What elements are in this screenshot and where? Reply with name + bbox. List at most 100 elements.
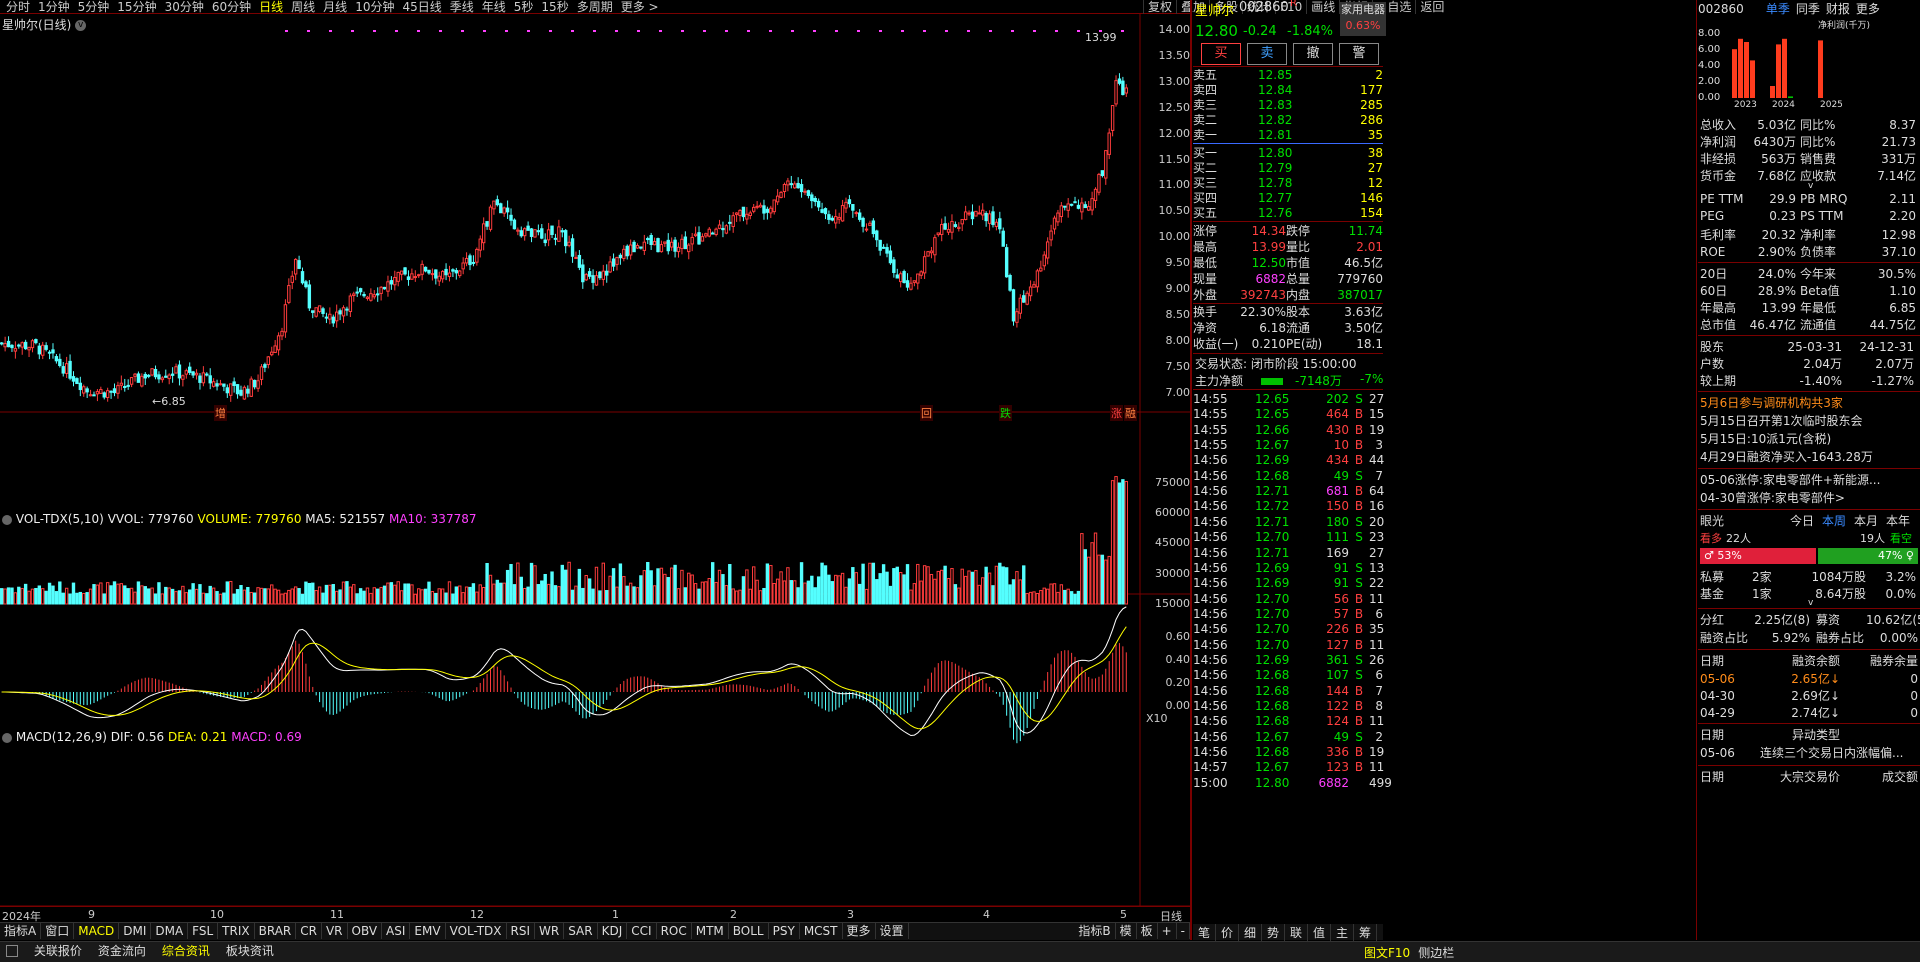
period-tab-10[interactable]: 45日线 bbox=[402, 0, 442, 14]
indicator-tab-18[interactable]: CCI bbox=[627, 923, 657, 939]
indicator-tab-12[interactable]: EMV bbox=[410, 923, 446, 939]
toolbar-button-0[interactable]: 复权 bbox=[1143, 0, 1176, 14]
bottom-tab-2[interactable]: 综合资讯 bbox=[161, 944, 210, 958]
period-tab-6[interactable]: 日线 bbox=[259, 0, 284, 14]
tick-tab-6[interactable]: 主 bbox=[1331, 924, 1354, 941]
trade-button-0[interactable]: 买 bbox=[1201, 43, 1241, 65]
indicator-tab-22[interactable]: PSY bbox=[769, 923, 800, 939]
bottom-right-0[interactable]: 图文F10 bbox=[1364, 946, 1411, 960]
chevron-down-icon[interactable]: v bbox=[1808, 181, 1814, 191]
event-marker[interactable]: 增 bbox=[214, 405, 227, 421]
limit-news-item[interactable]: 05-06涨停:家电零部件+新能源... bbox=[1700, 473, 1881, 487]
period-tab-16[interactable]: 更多 > bbox=[620, 0, 659, 14]
date-axis-mode[interactable]: 日线 bbox=[1160, 910, 1182, 923]
indicator-tab-25[interactable]: 设置 bbox=[876, 923, 909, 939]
indicator-tab-15[interactable]: WR bbox=[535, 923, 565, 939]
indicator-right-4[interactable]: - bbox=[1177, 923, 1190, 939]
tick-tab-0[interactable]: 笔 bbox=[1193, 924, 1216, 941]
tick-tab-7[interactable]: 筹 bbox=[1354, 924, 1377, 941]
chevron-down-icon[interactable]: v bbox=[75, 20, 87, 31]
indicator-tab-1[interactable]: 窗口 bbox=[41, 923, 75, 939]
toolbar-button-5[interactable]: 画线 bbox=[1306, 0, 1339, 14]
indicator-tab-7[interactable]: BRAR bbox=[255, 923, 297, 939]
fin-tab-2[interactable]: 财报 bbox=[1825, 2, 1850, 16]
indicator-tab-4[interactable]: DMA bbox=[151, 923, 189, 939]
indicator-tab-13[interactable]: VOL-TDX bbox=[446, 923, 507, 939]
fin-tab-3[interactable]: 更多 bbox=[1855, 2, 1880, 16]
event-marker[interactable]: 跌 bbox=[999, 405, 1012, 421]
chevron-down-icon[interactable]: v bbox=[1808, 598, 1814, 608]
tick-tab-3[interactable]: 势 bbox=[1262, 924, 1285, 941]
period-tab-4[interactable]: 30分钟 bbox=[164, 0, 204, 14]
bottom-tab-3[interactable]: 板块资讯 bbox=[225, 944, 274, 958]
news-item[interactable]: 4月29日融资净买入-1643.28万 bbox=[1700, 450, 1873, 464]
indicator-right-2[interactable]: 板 bbox=[1137, 923, 1158, 939]
news-item[interactable]: 5月6日参与调研机构共3家 bbox=[1700, 396, 1843, 410]
period-tab-7[interactable]: 周线 bbox=[291, 0, 316, 14]
toolbar-button-4[interactable]: F10 bbox=[1275, 0, 1306, 14]
toolbar-button-3[interactable]: 统计 bbox=[1242, 0, 1275, 14]
limit-news-item[interactable]: 04-30曾涨停:家电零部件> bbox=[1700, 491, 1845, 505]
news-item[interactable]: 5月15日召开第1次临时股东会 bbox=[1700, 414, 1863, 428]
panel-icon[interactable] bbox=[6, 945, 18, 957]
eye-tab-2[interactable]: 本月 bbox=[1854, 514, 1879, 528]
toolbar-button-2[interactable]: 多股 bbox=[1209, 0, 1242, 14]
indicator-tab-11[interactable]: ASI bbox=[382, 923, 411, 939]
tick-tab-2[interactable]: 细 bbox=[1239, 924, 1262, 941]
indicator-tab-23[interactable]: MCST bbox=[800, 923, 843, 939]
trade-button-1[interactable]: 卖 bbox=[1247, 43, 1287, 65]
indicator-tab-9[interactable]: VR bbox=[322, 923, 348, 939]
period-tab-3[interactable]: 15分钟 bbox=[117, 0, 157, 14]
bottom-tab-0[interactable]: 关联报价 bbox=[33, 944, 82, 958]
tick-tab-4[interactable]: 联 bbox=[1285, 924, 1308, 941]
toolbar-button-1[interactable]: 叠加 bbox=[1176, 0, 1209, 14]
period-tab-8[interactable]: 月线 bbox=[323, 0, 348, 14]
period-tab-2[interactable]: 5分钟 bbox=[77, 0, 110, 14]
period-tab-13[interactable]: 5秒 bbox=[513, 0, 534, 14]
indicator-tab-20[interactable]: MTM bbox=[692, 923, 729, 939]
period-tab-12[interactable]: 年线 bbox=[481, 0, 506, 14]
bottom-right-1[interactable]: 侧边栏 bbox=[1418, 946, 1455, 960]
bottom-tab-1[interactable]: 资金流向 bbox=[97, 944, 146, 958]
indicator-tab-14[interactable]: RSI bbox=[507, 923, 536, 939]
indicator-tab-5[interactable]: FSL bbox=[188, 923, 219, 939]
indicator-tab-6[interactable]: TRIX bbox=[218, 923, 255, 939]
fin-tab-0[interactable]: 单季 bbox=[1765, 2, 1790, 16]
event-marker[interactable]: 涨 bbox=[1110, 405, 1123, 421]
indicator-right-3[interactable]: + bbox=[1158, 923, 1177, 939]
chevron-down-icon[interactable] bbox=[2, 514, 12, 525]
indicator-tab-8[interactable]: CR bbox=[296, 923, 322, 939]
period-tab-14[interactable]: 15秒 bbox=[541, 0, 569, 14]
sector-badge[interactable]: 家用电器 0.63% bbox=[1340, 2, 1386, 36]
indicator-tab-17[interactable]: KDJ bbox=[598, 923, 628, 939]
eye-tab-3[interactable]: 本年 bbox=[1886, 514, 1911, 528]
news-item[interactable]: 5月15日:10派1元(含税) bbox=[1700, 432, 1832, 446]
eye-tab-0[interactable]: 今日 bbox=[1790, 514, 1815, 528]
period-tab-9[interactable]: 10分钟 bbox=[355, 0, 395, 14]
trade-button-2[interactable]: 撤 bbox=[1293, 43, 1333, 65]
indicator-tab-2[interactable]: MACD bbox=[74, 923, 120, 939]
indicator-tab-3[interactable]: DMI bbox=[119, 923, 152, 939]
period-tab-11[interactable]: 季线 bbox=[449, 0, 474, 14]
indicator-tab-16[interactable]: SAR bbox=[564, 923, 598, 939]
eye-tab-1[interactable]: 本周 bbox=[1822, 514, 1847, 528]
tick-tab-1[interactable]: 价 bbox=[1216, 924, 1239, 941]
trade-button-3[interactable]: 警 bbox=[1339, 43, 1379, 65]
kline-chart[interactable] bbox=[0, 14, 1190, 919]
period-tab-5[interactable]: 60分钟 bbox=[211, 0, 252, 14]
toolbar-button-8[interactable]: 返回 bbox=[1415, 0, 1448, 14]
period-tab-15[interactable]: 多周期 bbox=[576, 0, 613, 14]
indicator-right-1[interactable]: 模 bbox=[1116, 923, 1137, 939]
event-marker[interactable]: 回 bbox=[920, 405, 933, 421]
indicator-right-0[interactable]: 指标B bbox=[1074, 923, 1116, 939]
indicator-tab-19[interactable]: ROC bbox=[657, 923, 692, 939]
event-marker[interactable]: 融 bbox=[1124, 405, 1137, 421]
indicator-tab-10[interactable]: OBV bbox=[348, 923, 383, 939]
indicator-tab-24[interactable]: 更多 bbox=[843, 923, 876, 939]
period-tab-1[interactable]: 1分钟 bbox=[38, 0, 70, 14]
chevron-down-icon[interactable] bbox=[2, 732, 12, 743]
indicator-tab-21[interactable]: BOLL bbox=[729, 923, 769, 939]
fin-tab-1[interactable]: 同季 bbox=[1795, 2, 1820, 16]
period-tab-0[interactable]: 分时 bbox=[6, 0, 31, 14]
tick-tab-5[interactable]: 值 bbox=[1308, 924, 1331, 941]
